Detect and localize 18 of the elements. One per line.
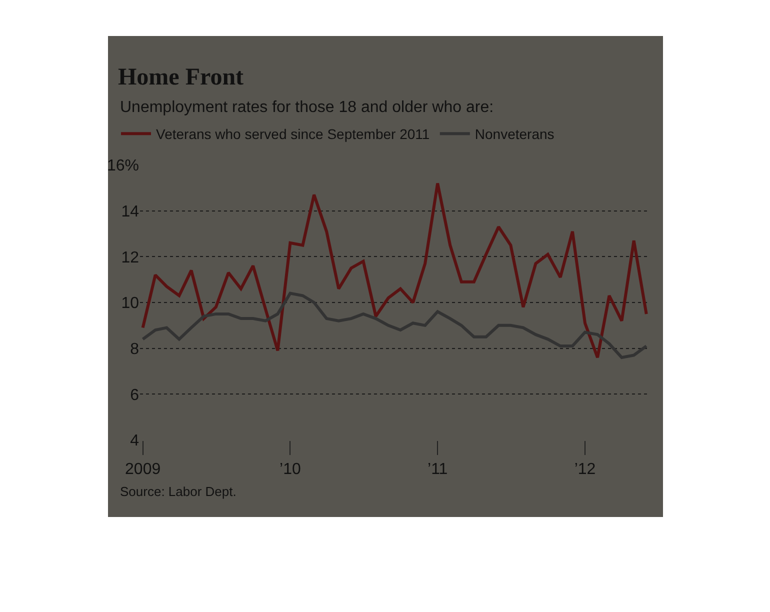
x-tick-label: ’12 [574,461,596,478]
legend-label: Nonveterans [474,126,554,142]
y-tick-label: 8 [130,340,140,358]
legend-label: Veterans who served since September 2011 [156,126,430,142]
line-series [141,182,648,359]
y-tick-label: 10 [121,295,140,312]
y-tick-label: 14 [121,203,140,220]
y-tick-label: 4 [130,432,140,450]
chart-subtitle: Unemployment rates for those 18 and older who are: [120,99,494,116]
chart-title: Home Front [118,64,244,90]
line-series [141,292,648,359]
x-tick-label: ’11 [428,461,448,478]
y-tick-label: 16% [106,158,139,175]
y-tick-label: 12 [121,249,140,266]
x-tick-label: 2009 [125,461,161,478]
source-note: Source: Labor Dept. [120,484,236,499]
y-tick-label: 6 [130,386,140,404]
x-tick-label: ’10 [280,461,301,478]
